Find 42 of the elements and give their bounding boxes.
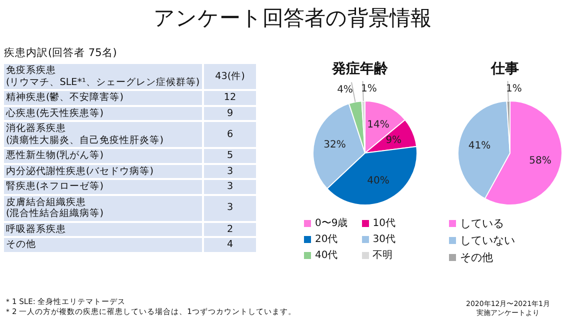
data-label: 32% (324, 140, 346, 151)
text: 4 (226, 239, 234, 250)
text: 43(件) (215, 70, 245, 82)
text: アンケート回答者の背景情報 (152, 5, 432, 32)
text: 3 (226, 166, 234, 176)
legend-label: 10代 (372, 217, 396, 230)
category-label: その他 (5, 238, 37, 252)
legend-label: 20代 (315, 233, 338, 246)
text: 12 (224, 92, 236, 103)
legend-label: 0〜9歳 (315, 216, 348, 230)
category-label: 免疫系疾患 (リウマチ、SLE*¹、シェーグレン症候群等) (5, 64, 201, 90)
category-label: 精神疾患(鬱、不安障害等) (5, 91, 124, 105)
text: 3 (226, 202, 234, 214)
chart-title: 仕事 (490, 60, 520, 79)
category-label: 悪性新生物(乳がん等) (5, 149, 104, 163)
data-label: 1% (361, 84, 377, 95)
data-label: 1% (506, 84, 522, 95)
text: 疾患内訳(回答者 75名) (4, 46, 117, 60)
text: 2 (226, 224, 234, 234)
category-label: 腎疾患(ネフローゼ等) (5, 180, 104, 194)
category-label: 呼吸器系疾患 (5, 222, 67, 236)
legend-label: していない (460, 233, 515, 248)
data-label: 9% (386, 135, 402, 146)
chart-title: 発症年齢 (330, 60, 389, 79)
legend-label: している (460, 216, 504, 231)
legend-label: 不明 (372, 249, 393, 262)
text: 5 (226, 150, 234, 161)
data-label: 40% (367, 176, 390, 187)
category-label: 心疾患(先天性疾患等) (5, 106, 104, 120)
data-label: 14% (367, 119, 390, 130)
legend-label: その他 (460, 250, 493, 265)
data-label: 4% (337, 84, 353, 96)
text: 6 (226, 128, 234, 140)
legend-label: 30代 (372, 233, 396, 246)
data-label: 41% (468, 140, 491, 152)
category-label: 消化器系疾患 (潰瘍性大腸炎、自己免疫性肝炎等) (5, 122, 164, 148)
category-label: 皮膚結合組織疾患 (混合性結合組織病等) (5, 196, 104, 221)
category-label: 内分泌代謝性疾患(バセドウ病等) (5, 164, 154, 178)
text: 3 (226, 181, 234, 192)
data-label: 58% (529, 155, 552, 166)
legend-label: 40代 (315, 249, 338, 262)
text: 9 (226, 108, 234, 118)
